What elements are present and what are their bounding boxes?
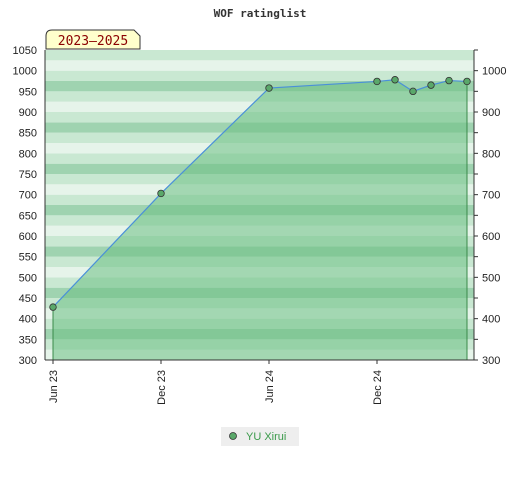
data-point[interactable] [463,77,471,86]
legend-marker [229,432,237,440]
data-point[interactable] [265,84,273,92]
y-tick-right: 800 [482,148,500,160]
legend[interactable]: YU Xirui [221,427,299,446]
data-point[interactable] [427,81,435,89]
data-point[interactable] [373,77,381,86]
data-point[interactable] [409,87,417,96]
legend-label: YU Xirui [246,431,286,443]
axes: 300 350 400 450 500 550 600 650 700 750 800 850 900 9… [13,45,507,405]
y-tick-left: 550 [19,252,37,264]
y-tick-left: 1000 [13,66,37,78]
y-tick-left: 600 [19,231,37,243]
y-tick-left: 350 [19,334,37,346]
range-badge-label: 2023–2025 [58,34,128,49]
x-tick-label: Jun 24 [264,370,276,403]
y-tick-right: 500 [482,272,500,284]
chart-title: WOF ratinglist [214,7,307,20]
y-tick-right: 300 [482,355,500,367]
y-tick-left: 950 [19,86,37,98]
data-point[interactable] [445,76,453,85]
range-badge: 2023–2025 [45,29,141,50]
y-tick-right: 1000 [482,66,506,78]
y-tick-left: 750 [19,169,37,181]
y-tick-left: 700 [19,190,37,202]
y-tick-right: 400 [482,314,500,326]
x-tick-label: Jun 23 [48,370,60,403]
y-tick-left: 1050 [13,45,37,57]
data-point[interactable] [157,189,165,198]
y-tick-left: 800 [19,148,37,160]
y-tick-left: 650 [19,210,37,222]
series-points [49,76,471,311]
x-tick-label: Dec 23 [156,370,168,405]
y-tick-left: 450 [19,293,37,305]
y-tick-left: 500 [19,272,37,284]
y-tick-right: 700 [482,190,500,202]
area-fill [53,79,467,360]
y-tick-left: 400 [19,314,37,326]
y-tick-right: 600 [482,231,500,243]
y-tick-left: 300 [19,355,37,367]
x-tick-label: Dec 24 [372,370,384,405]
data-point[interactable] [49,303,57,311]
data-point[interactable] [391,76,399,84]
y-tick-left: 850 [19,128,37,140]
y-tick-right: 900 [482,107,500,119]
y-tick-left: 900 [19,107,37,119]
